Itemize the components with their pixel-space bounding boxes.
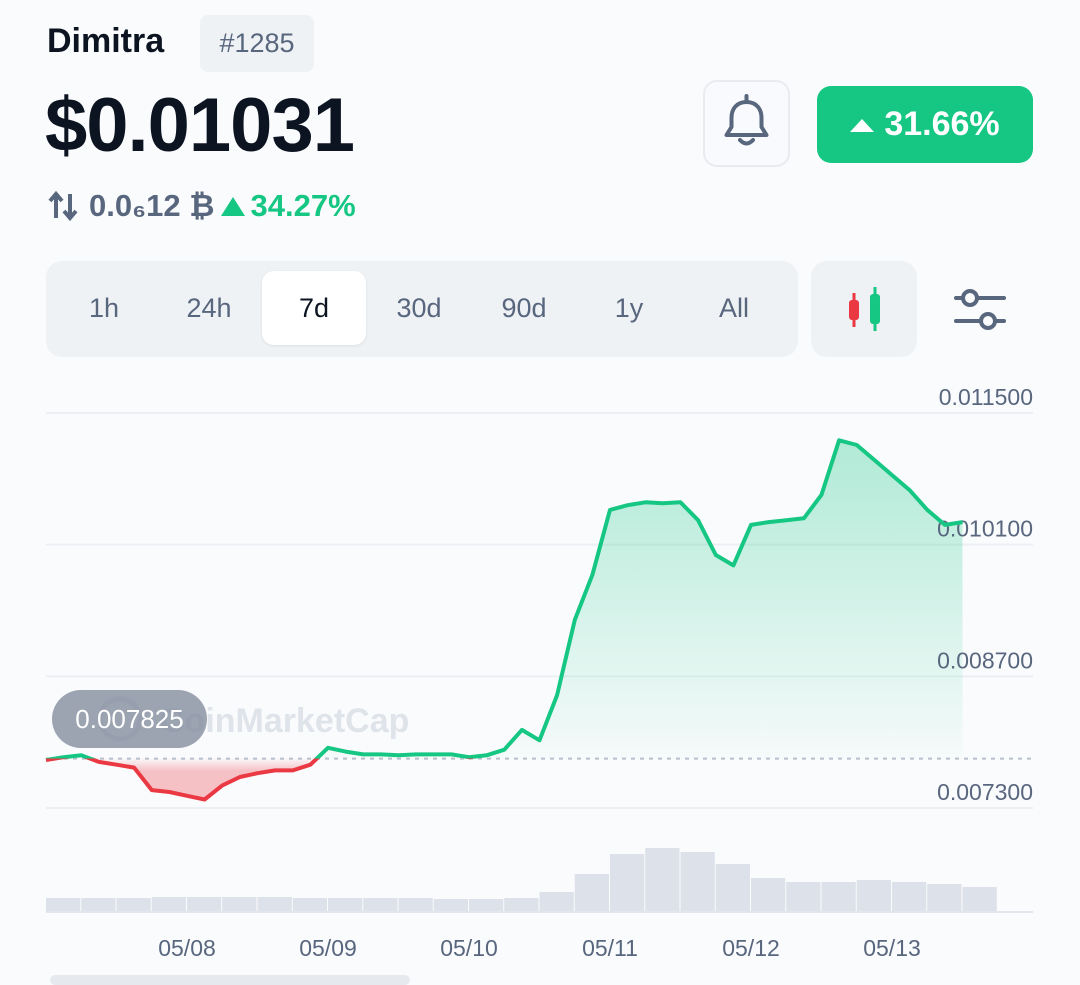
volume-bar [892,882,927,912]
volume-bar [151,897,186,912]
price-area [46,440,963,800]
x-tick-label: 05/08 [158,935,216,961]
btc-price: 0.0₆12 ₿ [89,188,215,223]
baseline-label: 0.007825 [75,704,183,734]
volume-bar [574,874,609,912]
volume-bar [962,887,997,912]
baseline-bubble [52,690,207,748]
x-tick-label: 05/11 [582,935,638,961]
volume-bar [363,898,398,912]
x-tick-label: 05/09 [299,935,357,961]
price: $0.01031 [45,83,355,168]
bell-icon [724,94,769,146]
range-tab[interactable]: 90d [501,293,547,323]
range-tab[interactable]: 1h [88,293,120,323]
range-tab[interactable]: 30d [396,293,442,323]
volume-bar [751,878,786,912]
up-triangle [220,197,245,216]
volume-bar [187,897,222,912]
volume-bar [292,898,327,912]
scrollbar [50,975,410,985]
volume-bar [257,897,292,912]
volume-bar [539,892,574,912]
volume-bar [222,897,257,912]
volume-bar [680,852,715,912]
volume-bar [504,898,539,912]
volume-bar [821,882,856,912]
volume-bar [856,880,891,912]
volume-bar [116,898,151,912]
settings-button[interactable] [950,283,1010,337]
range-tab[interactable]: 24h [186,293,232,323]
up-triangle [850,118,875,132]
range-tabs: 1h 24h 7d 30d 90d 1y All [46,261,798,357]
volume-bar [398,898,433,912]
volume-bar [610,854,645,912]
volume-bar [786,882,821,912]
y-tick-label: 0.008700 [937,647,1033,673]
volume-bar [645,848,680,912]
x-tick-label: 05/12 [722,935,780,961]
volume-bar [469,899,504,912]
candle-icon [849,287,880,331]
volume-bar [715,864,750,912]
rank-badge: #1285 [200,15,314,72]
range-tab[interactable]: All [718,293,749,323]
volume-bar [433,899,468,912]
candle-toggle[interactable] [811,261,917,357]
x-tick-label: 05/10 [440,935,498,961]
btc-change: 34.27% [250,188,356,223]
y-tick-label: 0.010100 [937,516,1033,542]
range-tab[interactable]: 7d [262,271,366,345]
volume-bar [927,884,962,912]
coin-name: Dimitra [47,22,165,60]
btc-row: 0.0₆12 ₿ 34.27% [47,184,356,228]
change-badge: 31.66% [817,86,1033,163]
volume-bar [328,898,363,912]
x-tick-label: 05/13 [863,935,921,961]
price-line [45,438,963,802]
change-24h: 31.66% [884,105,1000,143]
swap-icon [48,190,78,222]
alert-button[interactable] [703,80,790,167]
volume-bar [46,898,81,912]
volume-bar [81,898,116,912]
y-tick-label: 0.011500 [939,384,1033,410]
range-tab[interactable]: 1y [614,293,644,323]
y-tick-label: 0.007300 [937,779,1033,805]
